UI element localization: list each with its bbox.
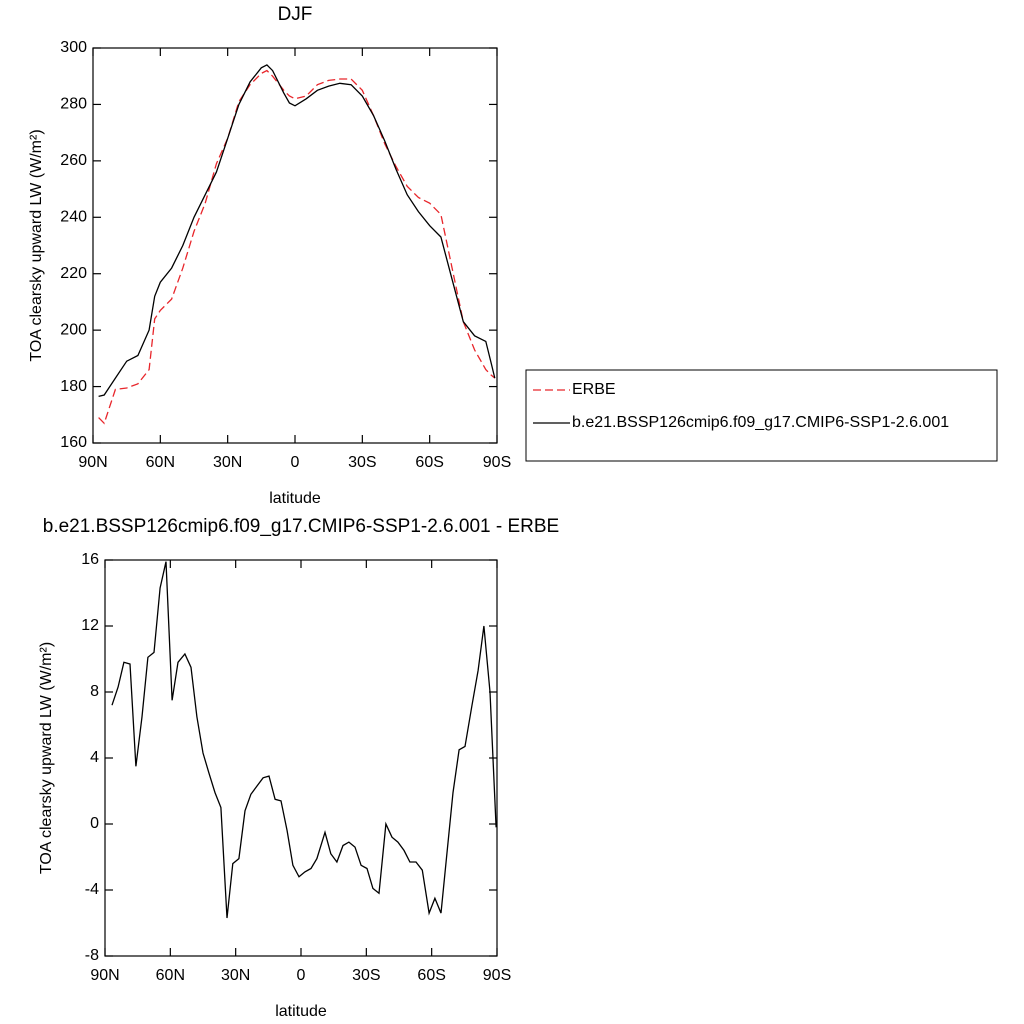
x-tick-label: 90S (483, 454, 511, 471)
chart-title: b.e21.BSSP126cmip6.f09_g17.CMIP6-SSP1-2.… (43, 516, 559, 537)
y-tick-label: 180 (60, 378, 87, 395)
y-axis-title: TOA clearsky upward LW (W/m²) (38, 642, 55, 874)
plot-frame (92, 47, 498, 444)
y-tick-label: 16 (81, 551, 99, 568)
plot-frame (104, 559, 498, 957)
y-tick-label: 220 (60, 265, 87, 282)
y-tick-label: 0 (90, 815, 99, 832)
y-tick-label: 240 (60, 209, 87, 226)
data-line (98, 64, 496, 398)
y-tick-label: -8 (85, 947, 99, 964)
y-axis-title: TOA clearsky upward LW (W/m²) (28, 129, 45, 361)
y-tick-label: -4 (85, 881, 99, 898)
y-tick-label: 200 (60, 321, 87, 338)
x-tick-label: 60N (146, 454, 175, 471)
legend-label: ERBE (572, 381, 616, 398)
x-axis-title: latitude (269, 490, 321, 507)
x-tick-label: 30N (221, 967, 250, 984)
x-tick-label: 60S (415, 454, 443, 471)
legend-label: b.e21.BSSP126cmip6.f09_g17.CMIP6-SSP1-2.… (572, 414, 949, 431)
x-tick-label: 90N (90, 967, 119, 984)
y-tick-label: 12 (81, 617, 99, 634)
data-line (111, 561, 497, 919)
y-tick-label: 160 (60, 434, 87, 451)
x-tick-label: 0 (291, 454, 300, 471)
x-tick-label: 0 (297, 967, 306, 984)
x-axis-title: latitude (275, 1003, 327, 1020)
data-line (98, 69, 496, 425)
x-tick-label: 60S (417, 967, 445, 984)
y-tick-label: 4 (90, 749, 99, 766)
y-tick-label: 280 (60, 96, 87, 113)
x-tick-label: 30S (352, 967, 380, 984)
y-tick-label: 8 (90, 683, 99, 700)
y-tick-label: 300 (60, 39, 87, 56)
x-tick-label: 90N (78, 454, 107, 471)
x-tick-label: 90S (483, 967, 511, 984)
x-tick-label: 60N (156, 967, 185, 984)
y-tick-label: 260 (60, 152, 87, 169)
x-tick-label: 30S (348, 454, 376, 471)
x-tick-label: 30N (213, 454, 242, 471)
chart-title: DJF (278, 4, 313, 25)
legend-box (525, 369, 998, 462)
